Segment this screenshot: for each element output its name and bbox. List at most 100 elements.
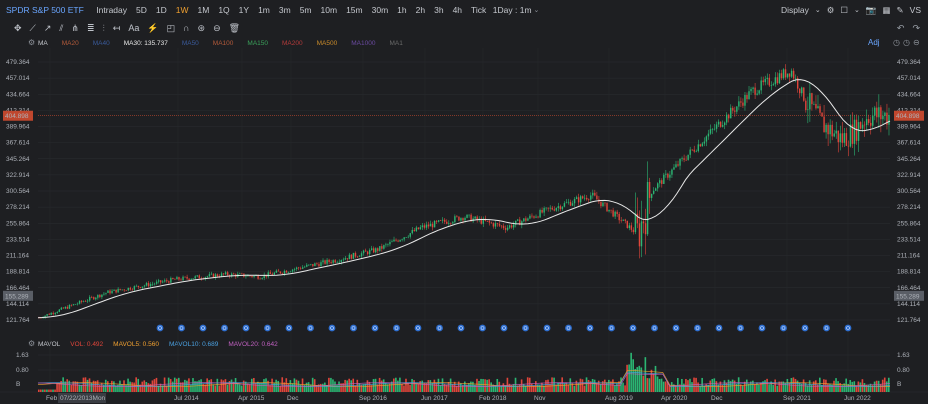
layout-icon[interactable]: ☐ (840, 4, 849, 15)
display-button[interactable]: Display (781, 5, 809, 15)
event-marker-icon[interactable] (242, 324, 250, 332)
tab-5m[interactable]: 5m (299, 5, 312, 15)
event-marker-icon[interactable] (285, 324, 293, 332)
arrow-tool-icon[interactable]: ↤ (112, 22, 121, 33)
event-marker-icon[interactable] (156, 324, 164, 332)
event-marker-icon[interactable] (651, 324, 658, 332)
brush-icon[interactable]: ⫶ (102, 22, 105, 33)
channel-tool-icon[interactable]: ⫽ (59, 22, 64, 33)
ruler-icon[interactable]: ◰ (166, 22, 176, 33)
event-marker-icon[interactable] (780, 324, 787, 332)
settings-icon[interactable]: ⚙ (28, 339, 36, 348)
interval-select[interactable]: 1Day : 1m (492, 5, 532, 15)
hide-drawings-icon[interactable]: ⊛ (197, 22, 206, 33)
ma-item[interactable]: MA1000 (351, 39, 376, 47)
event-marker-icon[interactable] (307, 324, 314, 332)
text-tool-icon[interactable]: Aa (128, 23, 140, 33)
pen-icon[interactable]: ✎ (896, 4, 904, 15)
lock-icon[interactable]: ⊖ (213, 22, 221, 33)
event-marker-icon[interactable] (500, 324, 508, 332)
chevron-down-icon[interactable]: ⌄ (854, 7, 860, 14)
line-tool-icon[interactable]: ⟋ (29, 22, 36, 33)
crosshair-icon[interactable]: ✥ (14, 22, 22, 33)
chevron-down-icon[interactable]: ⌄ (533, 7, 540, 14)
tab-2h[interactable]: 2h (415, 5, 426, 15)
event-marker-icon[interactable] (522, 324, 529, 332)
mavol-label[interactable]: MAVOL (38, 340, 61, 348)
tab-4h[interactable]: 4h (452, 5, 463, 15)
event-marker-icon[interactable] (199, 324, 207, 332)
ma-item[interactable]: MA1 (389, 39, 403, 47)
event-marker-icon[interactable] (758, 324, 766, 332)
trash-icon[interactable]: 🗑 (228, 22, 241, 33)
mavol-item[interactable]: MAVOL10: 0.689 (168, 340, 219, 348)
event-marker-icon[interactable] (371, 324, 379, 332)
tab-1y[interactable]: 1Y (238, 5, 250, 15)
mavol-item[interactable]: MAVOL20: 0.642 (228, 340, 278, 348)
ma-item[interactable]: MA500 (316, 39, 338, 47)
ma-item[interactable]: MA30: 135.737 (123, 39, 168, 47)
adjust-button[interactable]: Adj (868, 38, 880, 47)
event-marker-icon[interactable] (801, 324, 809, 332)
event-marker-icon[interactable] (737, 324, 744, 332)
ma-label[interactable]: MA (38, 39, 48, 47)
event-marker-icon[interactable] (393, 324, 400, 332)
event-marker-icon[interactable] (629, 324, 637, 332)
mavol-item[interactable]: VOL: 0.492 (70, 340, 104, 348)
tab-5d[interactable]: 5D (136, 5, 147, 15)
event-marker-icon[interactable] (479, 324, 486, 332)
tab-1m[interactable]: 1m (258, 5, 270, 15)
event-marker-icon[interactable] (823, 324, 830, 332)
event-marker-icon[interactable] (715, 324, 723, 332)
tab-tick[interactable]: Tick (471, 5, 487, 15)
tab-1w[interactable]: 1W (175, 5, 189, 15)
event-marker-icon[interactable] (844, 324, 852, 332)
tab-intraday[interactable]: Intraday (96, 5, 128, 15)
fib-tool-icon[interactable]: ≣ (86, 22, 95, 33)
camera-icon[interactable]: 📷 (865, 4, 877, 15)
ma-item[interactable]: MA100 (212, 39, 234, 47)
event-marker-icon[interactable] (586, 324, 594, 332)
event-marker-icon[interactable] (221, 324, 228, 332)
compare-button[interactable]: VS (909, 5, 921, 15)
ma-item[interactable]: MA20 (61, 39, 79, 47)
tab-30m[interactable]: 30m (371, 5, 389, 15)
event-marker-icon[interactable] (694, 324, 701, 332)
ma-item[interactable]: MA150 (247, 39, 269, 47)
event-marker-icon[interactable] (436, 324, 443, 332)
ma-item[interactable]: MA40 (92, 39, 110, 47)
undo-icon[interactable]: ↶ (896, 22, 905, 33)
tab-1d[interactable]: 1D (155, 5, 167, 15)
tab-15m[interactable]: 15m (346, 5, 363, 15)
ma-item[interactable]: MA50 (181, 39, 199, 47)
event-marker-icon[interactable] (608, 324, 615, 332)
tab-3h[interactable]: 3h (434, 5, 444, 15)
grid-icon[interactable]: ▦ (882, 4, 891, 15)
tab-1m[interactable]: 1M (197, 5, 210, 15)
pitchfork-icon[interactable]: ⋔ (71, 22, 79, 33)
event-marker-icon[interactable] (543, 324, 551, 332)
tab-3m[interactable]: 3m (278, 5, 291, 15)
event-marker-icon[interactable] (672, 324, 680, 332)
mavol-item[interactable]: MAVOL5: 0.560 (113, 340, 159, 348)
settings-icon[interactable]: ⚙ (826, 4, 835, 15)
tab-1h[interactable]: 1h (397, 5, 407, 15)
chevron-down-icon[interactable]: ⌄ (814, 7, 821, 14)
event-marker-icon[interactable] (414, 324, 422, 332)
event-marker-icon[interactable] (328, 324, 336, 332)
event-marker-icon[interactable] (178, 324, 185, 332)
settings-icon[interactable]: ⚙ (28, 38, 36, 47)
symbol-title[interactable]: SPDR S&P 500 ETF (6, 5, 84, 15)
event-marker-icon[interactable] (264, 324, 271, 332)
chart-controls[interactable]: ◷◷⊖ (893, 38, 923, 47)
magnet-icon[interactable]: ∩ (183, 23, 190, 33)
ma-item[interactable]: MA200 (282, 39, 303, 47)
redo-icon[interactable]: ↷ (912, 22, 920, 33)
pattern-icon[interactable]: ⚡ (147, 22, 159, 33)
event-marker-icon[interactable] (350, 324, 357, 332)
event-marker-icon[interactable] (457, 324, 465, 332)
tab-1q[interactable]: 1Q (218, 5, 230, 15)
event-marker-icon[interactable] (565, 324, 572, 332)
tab-10m[interactable]: 10m (320, 5, 338, 15)
